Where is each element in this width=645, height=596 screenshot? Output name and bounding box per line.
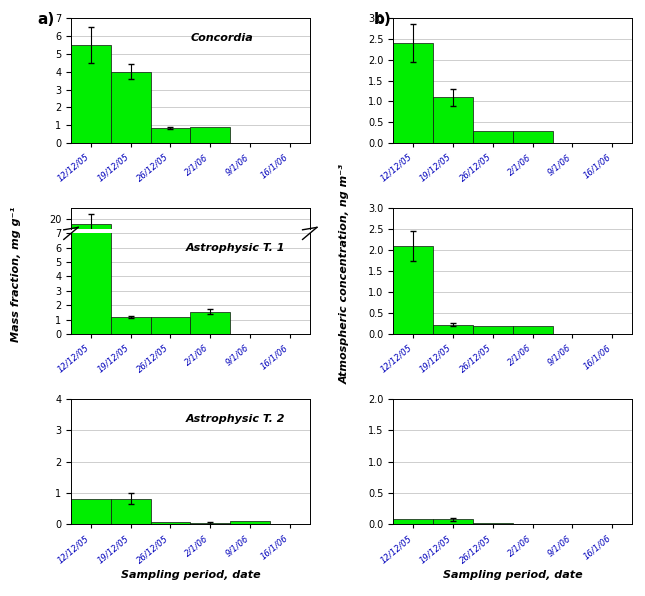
Bar xyxy=(150,408,190,420)
Bar xyxy=(111,72,150,143)
Bar xyxy=(71,499,111,524)
Text: a): a) xyxy=(37,11,55,27)
Bar xyxy=(393,43,433,143)
Text: Mass fraction, mg g⁻¹: Mass fraction, mg g⁻¹ xyxy=(11,206,21,342)
Bar xyxy=(230,522,270,524)
Bar xyxy=(71,54,111,334)
Bar xyxy=(111,316,150,334)
Text: Astrophysic T. 2: Astrophysic T. 2 xyxy=(186,414,285,424)
Bar xyxy=(190,312,230,334)
Bar xyxy=(190,127,230,143)
Bar xyxy=(473,131,513,143)
X-axis label: Sampling period, date: Sampling period, date xyxy=(443,570,582,581)
Bar xyxy=(150,128,190,143)
Bar xyxy=(111,499,150,524)
Bar xyxy=(433,97,473,143)
Text: b): b) xyxy=(374,11,392,27)
Bar xyxy=(190,404,230,420)
Bar xyxy=(111,408,150,420)
Bar xyxy=(433,520,473,524)
Text: Atmospheric concentration, ng m⁻³: Atmospheric concentration, ng m⁻³ xyxy=(340,164,350,384)
Bar xyxy=(513,131,553,143)
Bar xyxy=(150,522,190,524)
Text: Astrophysic T. 1: Astrophysic T. 1 xyxy=(186,243,285,253)
X-axis label: Sampling period, date: Sampling period, date xyxy=(121,570,260,581)
Bar xyxy=(473,523,513,524)
Text: Concordia: Concordia xyxy=(190,33,253,43)
Bar xyxy=(393,246,433,334)
Bar xyxy=(473,327,513,334)
Bar xyxy=(71,45,111,143)
Bar xyxy=(433,325,473,334)
Bar xyxy=(71,224,111,420)
Bar xyxy=(190,523,230,524)
Bar xyxy=(150,316,190,334)
Bar xyxy=(393,520,433,524)
Bar xyxy=(513,327,553,334)
